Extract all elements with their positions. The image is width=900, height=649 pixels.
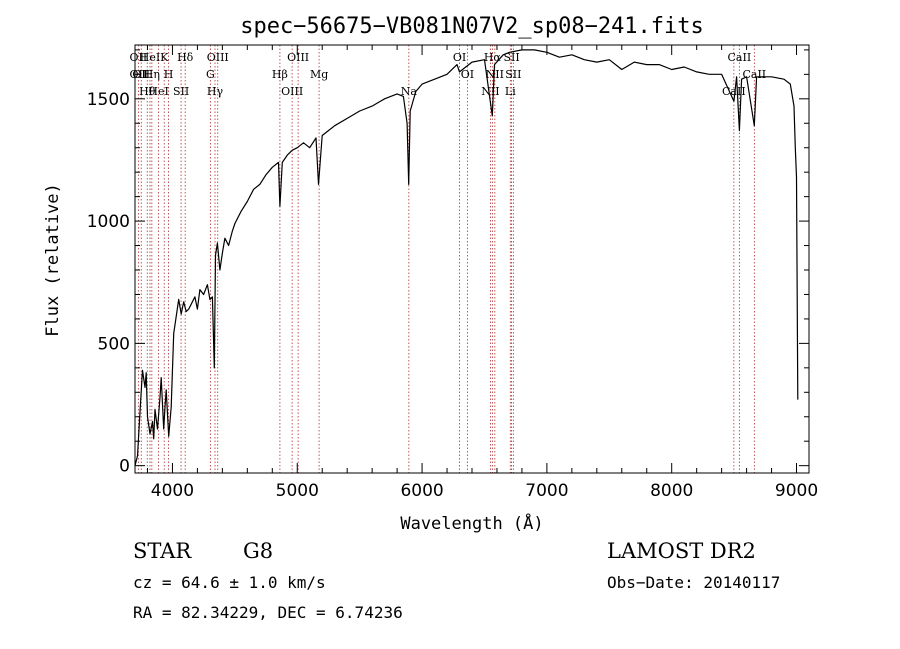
marker-label: Hα	[484, 51, 502, 64]
x-tick-label: 8000	[650, 481, 693, 501]
survey-name: LAMOST DR2	[607, 539, 756, 563]
x-axis-label: Wavelength (Å)	[400, 512, 543, 534]
marker-label: OII	[130, 51, 148, 64]
x-tick-label: 7000	[525, 481, 568, 501]
marker-label: NII	[486, 68, 504, 81]
x-tick-label: 4000	[151, 481, 194, 501]
marker-label: CaII	[728, 51, 752, 64]
marker-label: Li	[505, 85, 516, 98]
marker-label: HeI	[148, 85, 168, 98]
y-axis-label: Flux (relative)	[43, 183, 63, 337]
marker-label: Hδ	[177, 51, 194, 64]
marker-label: G	[206, 68, 215, 81]
x-tick-label: 6000	[400, 481, 443, 501]
y-axis-ticks: 0 500 1000 1500	[87, 49, 809, 477]
marker-label: NII	[481, 85, 499, 98]
marker-label: K	[160, 51, 169, 64]
object-subclass: G8	[243, 539, 274, 563]
marker-label: Hθ	[139, 85, 156, 98]
marker-label: OIII	[287, 51, 309, 64]
marker-label: HeI	[140, 51, 160, 64]
y-tick-label: 1000	[87, 212, 130, 232]
marker-label: Hη	[144, 68, 160, 81]
y-tick-label: 500	[98, 334, 130, 354]
marker-label: Mg	[310, 68, 328, 81]
marker-label: OI	[461, 68, 474, 81]
x-axis-ticks: 4000 5000 6000 7000 8000 9000	[146, 45, 818, 501]
plot-frame	[134, 44, 810, 474]
marker-label: Hβ	[272, 68, 288, 81]
marker-label: SII	[173, 85, 189, 98]
marker-label: SII	[503, 51, 519, 64]
y-tick-label: 1500	[87, 90, 130, 110]
redshift-velocity: cz = 64.6 ± 1.0 km/s	[133, 573, 326, 592]
spectrum-line	[134, 49, 799, 466]
chart-title: spec−56675−VB081N07V2_sp08−241.fits	[240, 14, 704, 39]
line-marker-labels: OIIOIIOIIHθHeIHηHeIKHSIIHδGHγOIIIHβOIIIO…	[130, 51, 767, 98]
marker-label: OIII	[207, 51, 229, 64]
object-class: STAR	[133, 539, 192, 563]
marker-label: H	[164, 68, 174, 81]
ra-dec-coordinates: RA = 82.34229, DEC = 6.74236	[133, 603, 403, 622]
emission-line-markers	[137, 45, 755, 473]
marker-label: CaII	[722, 85, 746, 98]
marker-label: Na	[401, 85, 418, 98]
observation-date: Obs−Date: 20140117	[607, 573, 781, 592]
y-tick-label: 0	[119, 457, 130, 477]
x-tick-label: 9000	[775, 481, 818, 501]
x-tick-label: 5000	[276, 481, 319, 501]
marker-label: OII	[132, 68, 150, 81]
marker-label: OIII	[281, 85, 303, 98]
marker-label: CaII	[742, 68, 766, 81]
marker-label: SII	[505, 68, 521, 81]
marker-label: Hγ	[207, 85, 224, 98]
marker-label: OI	[453, 51, 466, 64]
